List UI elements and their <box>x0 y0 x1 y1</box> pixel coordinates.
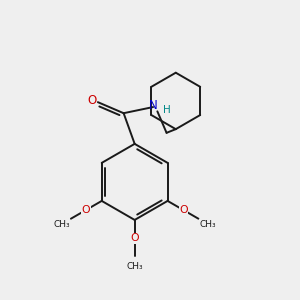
Text: N: N <box>149 99 158 112</box>
Text: H: H <box>163 104 170 115</box>
Text: O: O <box>88 94 97 107</box>
Text: O: O <box>179 205 188 215</box>
Text: CH₃: CH₃ <box>53 220 70 229</box>
Text: CH₃: CH₃ <box>126 262 143 271</box>
Text: O: O <box>82 205 90 215</box>
Text: CH₃: CH₃ <box>200 220 216 229</box>
Text: O: O <box>130 233 139 243</box>
